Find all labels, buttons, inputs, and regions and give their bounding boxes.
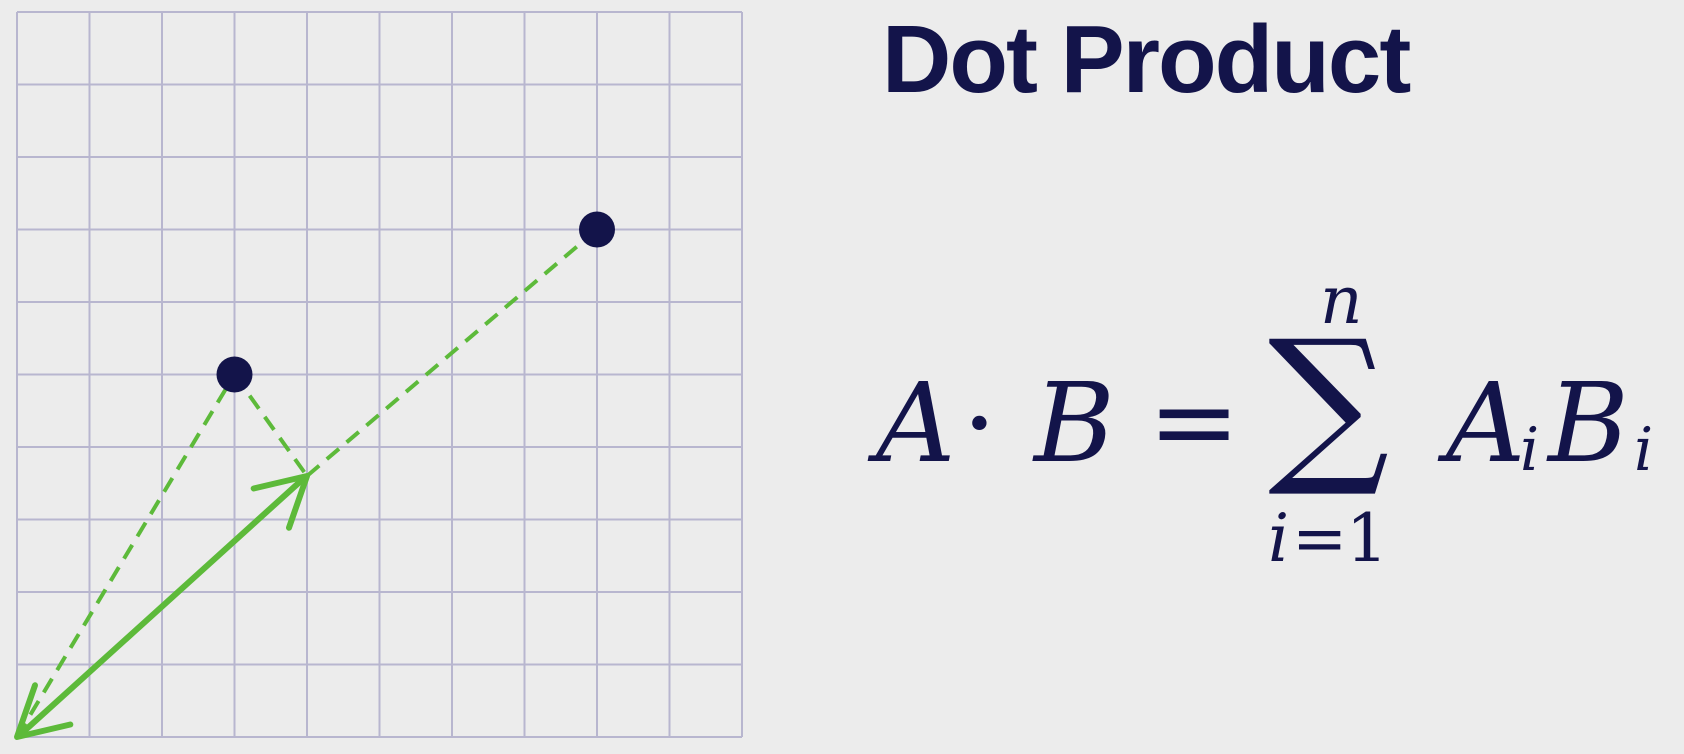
projection-arrow-head-start — [14, 682, 74, 740]
sum-lower-limit-var: i — [1268, 500, 1290, 577]
term-b-subscript: i — [1634, 415, 1654, 485]
vector-grid-diagram — [14, 11, 743, 740]
projection-arrow-shaft — [18, 476, 306, 737]
point-b — [579, 211, 615, 248]
term-b: B — [1548, 359, 1629, 487]
sum-symbol: ∑ — [1268, 304, 1390, 502]
grid-lines — [16, 11, 743, 738]
sum-lower-limit-equals: = — [1292, 500, 1348, 577]
guide-origin-to-a — [15, 373, 237, 739]
guide-a-to-projection — [232, 373, 309, 478]
formula-lhs-a: A — [876, 359, 956, 487]
formula-dot: · — [962, 359, 997, 487]
projection-guides — [15, 227, 599, 739]
guide-projection-to-b — [305, 227, 599, 478]
projection-vector — [14, 473, 310, 740]
sum-lower-limit-value: 1 — [1346, 500, 1388, 577]
sum-upper-limit: n — [1320, 262, 1363, 339]
points — [216, 211, 615, 393]
term-a-subscript: i — [1520, 415, 1540, 485]
projection-arrow-head-end — [250, 473, 310, 531]
point-a — [216, 356, 253, 393]
page-title: Dot Product — [882, 6, 1411, 113]
term-a: A — [1446, 359, 1526, 487]
formula-equals: = — [1148, 357, 1241, 485]
formula-lhs-b: B — [1034, 359, 1115, 487]
